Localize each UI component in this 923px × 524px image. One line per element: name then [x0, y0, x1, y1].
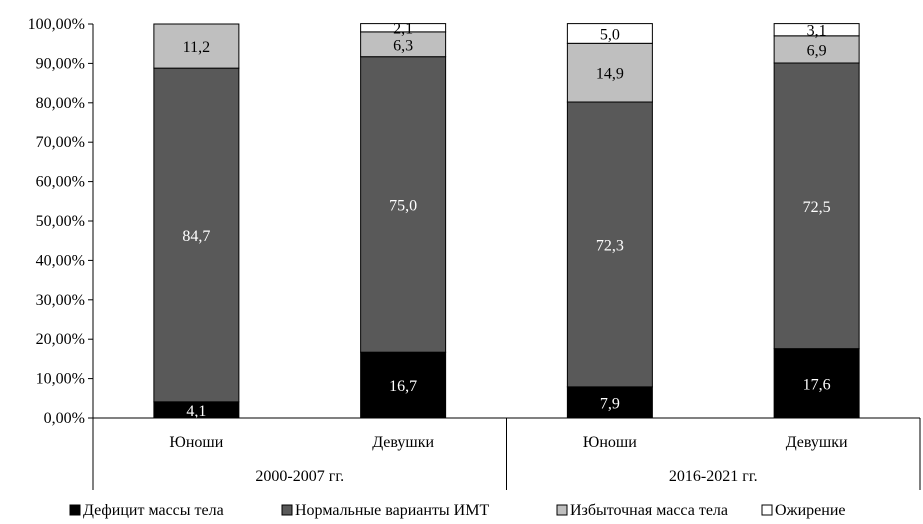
x-category-label: Юноши: [583, 434, 637, 451]
x-group-label: 2000-2007 гг.: [255, 468, 344, 485]
y-tick-label: 10,00%: [36, 371, 85, 388]
bar-segment: [566, 386, 653, 419]
data-label: 3,1: [807, 23, 827, 40]
y-tick-label: 50,00%: [36, 213, 85, 230]
bar-segment: [773, 348, 860, 419]
x-category-label: Девушки: [786, 434, 848, 451]
bar-segment: [360, 56, 447, 353]
data-label: 16,7: [389, 378, 417, 395]
bar-segment: [566, 23, 653, 44]
bar-segment: [773, 62, 860, 350]
legend-label: Нормальные варианты ИМТ: [295, 502, 489, 519]
data-label: 2,1: [393, 21, 413, 38]
bar-segment: [566, 42, 653, 103]
y-tick-label: 60,00%: [36, 174, 85, 191]
y-tick-label: 0,00%: [44, 410, 85, 427]
legend-swatch: [556, 504, 568, 516]
y-tick-label: 40,00%: [36, 252, 85, 269]
data-label: 7,9: [600, 395, 620, 412]
data-label: 72,5: [803, 199, 831, 216]
y-axis: 0,00% 10,00% 20,00% 30,00% 40,00% 50,00% 60,00…: [28, 16, 94, 427]
y-tick-label: 90,00%: [36, 55, 85, 72]
data-label: 14,9: [596, 66, 624, 83]
x-axis: Юноши Девушки Юноши Девушки 2000-2007 гг. 201…: [92, 417, 921, 490]
x-group-label: 2016-2021 гг.: [669, 468, 758, 485]
legend-swatch: [281, 504, 293, 516]
bar-segment: [360, 351, 447, 419]
bar-segment: [153, 23, 240, 69]
bar-segment: [360, 23, 447, 33]
bar-segment: [153, 67, 240, 403]
legend-swatch: [761, 504, 773, 516]
y-tick-label: 100,00%: [28, 16, 85, 33]
bar-segment: [773, 23, 860, 37]
data-label: 5,0: [600, 26, 620, 43]
bar-segment: [360, 31, 447, 58]
bar-segment: [566, 101, 653, 388]
data-label: 11,2: [183, 39, 210, 56]
legend-label: Дефицит массы тела: [83, 502, 224, 519]
y-tick-label: 20,00%: [36, 331, 85, 348]
y-tick-label: 30,00%: [36, 292, 85, 309]
legend-label: Ожирение: [775, 502, 846, 519]
x-category-label: Девушки: [372, 434, 434, 451]
legend-swatch: [69, 504, 81, 516]
data-label: 72,3: [596, 237, 624, 254]
y-tick-label: 70,00%: [36, 134, 85, 151]
data-label: 84,7: [182, 228, 210, 245]
data-label: 6,9: [807, 42, 827, 59]
data-label: 75,0: [389, 197, 417, 214]
bar-segment: [773, 35, 860, 64]
x-category-label: Юноши: [169, 434, 223, 451]
data-label: 4,1: [186, 403, 206, 420]
data-label: 6,3: [393, 37, 413, 54]
bars: 4,1 84,7 11,2 16,7 75,0 6,32,1 7,9 72,3 14,9 5,0 1…: [153, 21, 860, 420]
legend-label: Избыточная масса тела: [570, 502, 728, 519]
legend: Дефицит массы тела Нормальные варианты ИМ…: [69, 502, 846, 519]
y-tick-label: 80,00%: [36, 95, 85, 112]
data-label: 17,6: [803, 376, 831, 393]
